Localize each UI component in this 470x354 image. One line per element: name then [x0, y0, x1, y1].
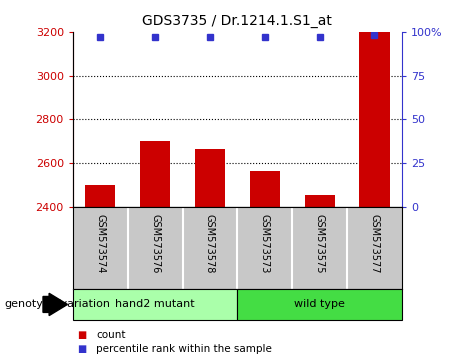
Text: ■: ■: [78, 330, 87, 339]
FancyArrow shape: [43, 293, 68, 316]
Text: GSM573574: GSM573574: [95, 213, 105, 273]
Text: percentile rank within the sample: percentile rank within the sample: [96, 344, 272, 354]
Text: GSM573577: GSM573577: [369, 213, 379, 273]
Text: GSM573578: GSM573578: [205, 213, 215, 273]
Title: GDS3735 / Dr.1214.1.S1_at: GDS3735 / Dr.1214.1.S1_at: [142, 14, 332, 28]
Text: count: count: [96, 330, 126, 339]
Bar: [195, 149, 225, 354]
Bar: [237, 289, 402, 320]
Text: GSM573573: GSM573573: [260, 213, 270, 273]
Text: hand2 mutant: hand2 mutant: [115, 299, 195, 309]
Bar: [85, 185, 115, 354]
Text: GSM573576: GSM573576: [150, 213, 160, 273]
Text: genotype/variation: genotype/variation: [5, 299, 111, 309]
Text: wild type: wild type: [294, 299, 345, 309]
Bar: [73, 289, 237, 320]
Bar: [250, 171, 280, 354]
Bar: [360, 32, 390, 354]
Text: ■: ■: [78, 344, 87, 354]
Text: GSM573575: GSM573575: [314, 213, 325, 273]
Bar: [140, 141, 170, 354]
Bar: [305, 195, 335, 354]
